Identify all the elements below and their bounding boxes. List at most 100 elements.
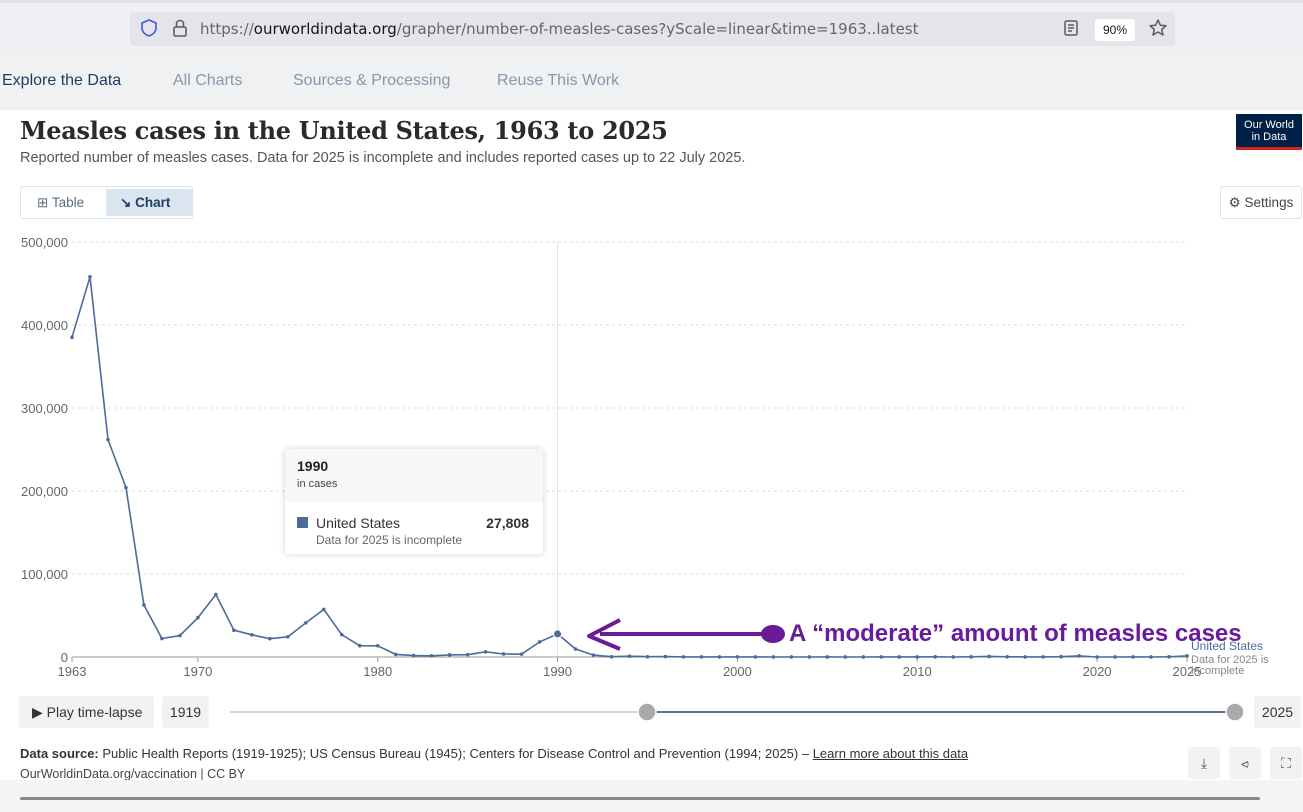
series-line-united-states xyxy=(71,276,1188,658)
data-point xyxy=(1095,655,1099,659)
data-point xyxy=(178,633,182,638)
chart-tooltip: 1990 in cases United States 27,808 Data … xyxy=(285,449,543,554)
fullscreen-icon: ⛶ xyxy=(1281,755,1291,771)
license-text: OurWorldinData.org/vaccination | CC BY xyxy=(20,767,246,781)
data-point xyxy=(447,653,452,657)
data-point xyxy=(196,615,200,620)
data-point xyxy=(465,652,470,657)
y-tick-label: 100,000 xyxy=(21,567,68,582)
url-bar[interactable]: https://ourworldindata.org/grapher/numbe… xyxy=(130,12,1175,46)
y-tick-label: 0 xyxy=(61,650,68,665)
chart-title: Measles cases in the United States, 1963… xyxy=(20,116,668,145)
y-tick-label: 200,000 xyxy=(21,484,68,499)
highlighted-point xyxy=(553,629,563,639)
top-nav: Explore the Data All Charts Sources & Pr… xyxy=(0,52,1303,110)
data-point xyxy=(1113,655,1117,659)
annotation-text: A “moderate” amount of measles cases xyxy=(789,620,1242,647)
table-icon: ⊞ xyxy=(37,195,49,210)
nav-reuse-this-work[interactable]: Reuse This Work xyxy=(497,72,620,89)
data-point xyxy=(573,647,578,651)
data-point xyxy=(1041,655,1045,659)
data-point xyxy=(88,274,92,279)
download-button[interactable]: ⤓ xyxy=(1188,747,1220,779)
data-point xyxy=(1185,654,1189,658)
shield-icon[interactable] xyxy=(140,19,158,42)
annotation-dot xyxy=(761,625,785,643)
share-button[interactable]: ⪦ xyxy=(1229,747,1261,779)
data-point xyxy=(933,655,938,659)
learn-more-link[interactable]: Learn more about this data xyxy=(812,746,969,761)
gear-icon: ⚙ xyxy=(1228,195,1241,210)
tooltip-year: 1990 xyxy=(297,458,329,474)
tab-chart[interactable]: ↘ Chart xyxy=(106,189,192,216)
share-icon: ⪦ xyxy=(1241,755,1249,771)
y-tick-label: 500,000 xyxy=(21,235,68,250)
data-point xyxy=(681,655,686,659)
data-point xyxy=(321,607,326,612)
view-tabs: ⊞ Table ↘ Chart xyxy=(20,186,193,219)
fullscreen-button[interactable]: ⛶ xyxy=(1270,747,1302,779)
download-icon: ⤓ xyxy=(1200,755,1208,771)
annotation-arrow-head xyxy=(587,618,621,651)
data-point xyxy=(969,655,973,659)
line-chart: 0 100,000 200,000 300,000 400,000 500,000 1963… xyxy=(21,235,1269,679)
data-point xyxy=(429,653,434,658)
data-point xyxy=(645,654,650,659)
chart-footer: Data source: Public Health Reports (1919… xyxy=(20,744,968,784)
timeline-slider[interactable] xyxy=(225,700,1245,724)
series-end-label: United States xyxy=(1191,639,1263,653)
nav-explore-the-data[interactable]: Explore the Data xyxy=(2,72,122,89)
play-timelapse-button[interactable]: ▶ Play time-lapse xyxy=(19,696,154,728)
x-tick-label: 2025 xyxy=(1173,664,1202,679)
x-tick-label: 1970 xyxy=(183,664,212,679)
url-text[interactable]: https://ourworldindata.org/grapher/numbe… xyxy=(200,20,919,38)
timeline-end-handle[interactable] xyxy=(1225,702,1245,722)
data-point xyxy=(915,655,920,659)
tab-table[interactable]: ⊞ Table xyxy=(23,189,98,216)
lock-icon[interactable] xyxy=(172,19,188,42)
reader-view-icon[interactable] xyxy=(1063,19,1079,42)
tooltip-value: 27,808 xyxy=(486,515,529,531)
data-point xyxy=(663,654,668,659)
x-tick-label: 1990 xyxy=(543,664,572,679)
play-label: Play time-lapse xyxy=(46,704,143,720)
data-source: Data source: Public Health Reports (1919… xyxy=(20,744,968,764)
data-point xyxy=(1059,654,1063,659)
settings-button[interactable]: ⚙ Settings xyxy=(1220,186,1302,219)
tooltip-note: Data for 2025 is incomplete xyxy=(316,533,463,547)
data-point xyxy=(717,655,722,659)
data-point xyxy=(1131,655,1135,659)
data-point xyxy=(250,633,254,637)
timeline-start-handle[interactable] xyxy=(637,702,657,722)
data-point xyxy=(699,655,704,659)
nav-sources-processing[interactable]: Sources & Processing xyxy=(293,72,451,89)
owid-logo[interactable]: Our World in Data xyxy=(1236,114,1302,150)
data-point xyxy=(339,632,344,637)
data-point xyxy=(357,643,362,648)
chart-subtitle: Reported number of measles cases. Data f… xyxy=(20,150,746,166)
series-end-note: incomplete xyxy=(1191,665,1244,677)
y-tick-label: 300,000 xyxy=(21,401,68,416)
zoom-level[interactable]: 90% xyxy=(1095,19,1135,41)
tooltip-swatch xyxy=(297,517,308,528)
data-point xyxy=(303,621,308,625)
play-icon: ▶ xyxy=(32,704,43,720)
data-point xyxy=(627,654,632,659)
data-point xyxy=(789,655,794,659)
data-point xyxy=(375,643,380,648)
data-point xyxy=(591,653,596,657)
horizontal-scrollbar[interactable] xyxy=(20,797,1260,800)
series-end-note: Data for 2025 is xyxy=(1191,654,1269,666)
nav-all-charts[interactable]: All Charts xyxy=(173,72,243,89)
page-bottom-band xyxy=(0,780,1303,812)
data-source-text: Public Health Reports (1919-1925); US Ce… xyxy=(98,746,813,761)
data-point xyxy=(1023,655,1027,659)
data-point xyxy=(519,652,524,656)
bookmark-star-icon[interactable] xyxy=(1148,18,1168,43)
data-point xyxy=(501,652,506,656)
data-point xyxy=(807,655,812,659)
logo-line-1: Our World xyxy=(1244,119,1294,131)
timeline-end-year[interactable]: 2025 xyxy=(1254,696,1301,728)
timeline-start-year[interactable]: 1919 xyxy=(162,696,209,728)
logo-line-2: in Data xyxy=(1251,131,1287,143)
